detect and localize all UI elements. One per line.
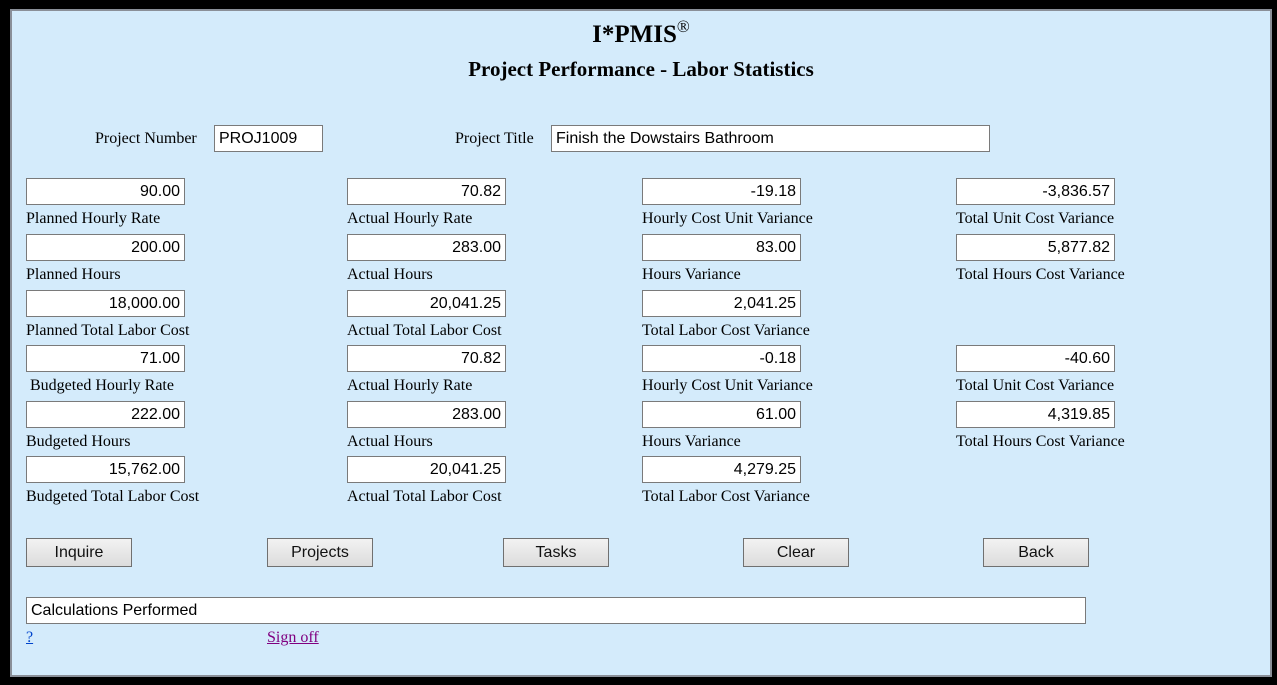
value-label: Planned Hours — [26, 266, 121, 283]
value-field[interactable]: 4,319.85 — [956, 401, 1115, 428]
value-field[interactable]: -0.18 — [642, 345, 801, 372]
value-label: Actual Total Labor Cost — [347, 488, 502, 505]
back-button[interactable]: Back — [983, 538, 1089, 567]
project-number-input[interactable]: PROJ1009 — [214, 125, 323, 152]
value-field[interactable]: 71.00 — [26, 345, 185, 372]
project-title-label: Project Title — [455, 130, 534, 147]
value-field[interactable]: 2,041.25 — [642, 290, 801, 317]
value-label: Total Unit Cost Variance — [956, 377, 1115, 394]
value-label: Hours Variance — [642, 266, 741, 283]
value-field[interactable]: -19.18 — [642, 178, 801, 205]
value-label: Actual Hours — [347, 266, 433, 283]
value-label: Hours Variance — [642, 433, 741, 450]
app-title: I*PMIS® — [592, 17, 690, 48]
value-field[interactable]: 283.00 — [347, 234, 506, 261]
value-label: Total Hours Cost Variance — [956, 266, 1125, 283]
value-label: Total Labor Cost Variance — [642, 322, 810, 339]
main-window: I*PMIS® Project Performance - Labor Stat… — [10, 9, 1272, 677]
value-label: Hourly Cost Unit Variance — [642, 210, 813, 227]
value-label: Total Labor Cost Variance — [642, 488, 810, 505]
value-field[interactable]: 90.00 — [26, 178, 185, 205]
inquire-button[interactable]: Inquire — [26, 538, 132, 567]
value-field[interactable]: 15,762.00 — [26, 456, 185, 483]
tasks-button[interactable]: Tasks — [503, 538, 609, 567]
value-field[interactable]: 4,279.25 — [642, 456, 801, 483]
value-field[interactable]: 283.00 — [347, 401, 506, 428]
value-label: Budgeted Total Labor Cost — [26, 488, 200, 505]
value-label: Actual Hours — [347, 433, 433, 450]
value-field[interactable]: -40.60 — [956, 345, 1115, 372]
value-field[interactable]: 222.00 — [26, 401, 185, 428]
registered-mark: ® — [676, 17, 690, 36]
value-label: Actual Total Labor Cost — [347, 322, 502, 339]
page-title: Project Performance - Labor Statistics — [468, 57, 814, 81]
value-field[interactable]: -3,836.57 — [956, 178, 1115, 205]
value-field[interactable]: 200.00 — [26, 234, 185, 261]
value-field[interactable]: 83.00 — [642, 234, 801, 261]
value-label: Planned Hourly Rate — [26, 210, 161, 227]
value-label: Budgeted Hourly Rate — [26, 377, 174, 394]
value-field[interactable]: 5,877.82 — [956, 234, 1115, 261]
value-field[interactable]: 61.00 — [642, 401, 801, 428]
value-label: Total Hours Cost Variance — [956, 433, 1125, 450]
value-field[interactable]: 18,000.00 — [26, 290, 185, 317]
value-label: Total Unit Cost Variance — [956, 210, 1115, 227]
value-label: Actual Hourly Rate — [347, 377, 473, 394]
value-field[interactable]: 70.82 — [347, 178, 506, 205]
value-field[interactable]: 70.82 — [347, 345, 506, 372]
projects-button[interactable]: Projects — [267, 538, 373, 567]
help-link[interactable]: ? — [26, 629, 34, 646]
value-label: Budgeted Hours — [26, 433, 131, 450]
project-number-label: Project Number — [95, 130, 197, 147]
status-field[interactable]: Calculations Performed — [26, 597, 1086, 624]
clear-button[interactable]: Clear — [743, 538, 849, 567]
value-field[interactable]: 20,041.25 — [347, 456, 506, 483]
value-label: Planned Total Labor Cost — [26, 322, 190, 339]
sign-off-link[interactable]: Sign off — [267, 629, 319, 646]
value-label: Hourly Cost Unit Variance — [642, 377, 813, 394]
value-label: Actual Hourly Rate — [347, 210, 473, 227]
value-field[interactable]: 20,041.25 — [347, 290, 506, 317]
project-title-input[interactable]: Finish the Dowstairs Bathroom — [551, 125, 990, 152]
